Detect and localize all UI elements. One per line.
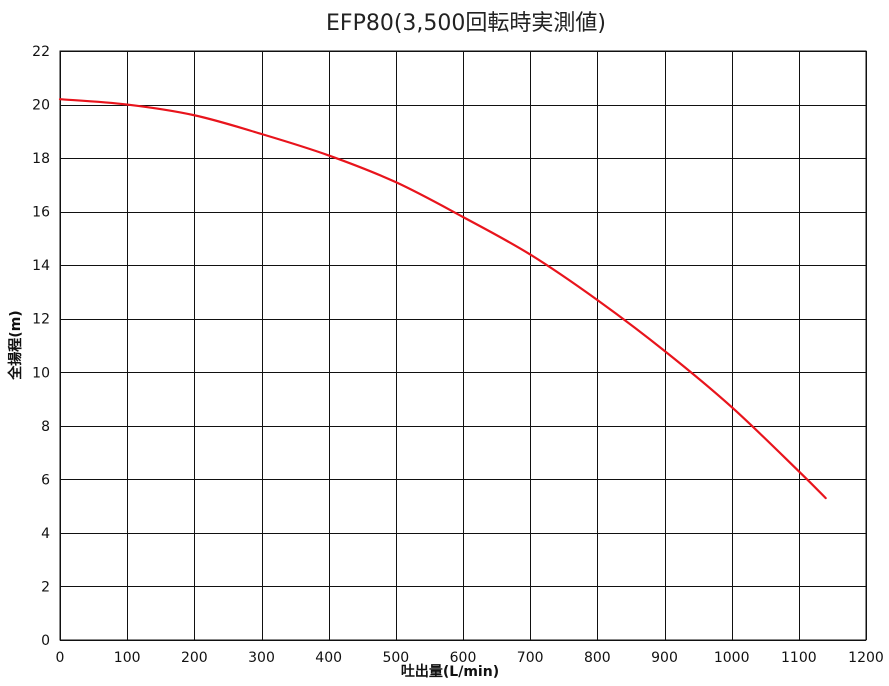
x-tick-label: 900 bbox=[651, 650, 678, 666]
x-axis-label: 吐出量(L/min) bbox=[401, 663, 499, 680]
x-tick-label: 800 bbox=[584, 650, 611, 666]
y-tick-label: 8 bbox=[41, 419, 50, 435]
y-tick-label: 6 bbox=[41, 472, 50, 488]
x-tick-label: 1200 bbox=[848, 650, 884, 666]
x-tick-label: 400 bbox=[315, 650, 342, 666]
y-tick-label: 18 bbox=[32, 151, 50, 167]
y-tick-label: 20 bbox=[32, 98, 50, 114]
y-tick-label: 4 bbox=[41, 526, 50, 542]
plot-frame bbox=[59, 50, 867, 641]
x-tick-label: 200 bbox=[181, 650, 208, 666]
y-tick-label: 0 bbox=[41, 633, 50, 649]
x-tick-label: 700 bbox=[517, 650, 544, 666]
grid bbox=[60, 51, 867, 641]
x-tick-label: 1100 bbox=[781, 650, 817, 666]
x-tick-label: 1000 bbox=[714, 650, 750, 666]
y-tick-label: 14 bbox=[32, 258, 50, 274]
series-line bbox=[58, 98, 827, 500]
y-tick-label: 2 bbox=[41, 579, 50, 595]
x-tick-label: 500 bbox=[382, 650, 409, 666]
series-group bbox=[58, 98, 827, 500]
x-tick-label: 100 bbox=[114, 650, 141, 666]
x-tick-label: 300 bbox=[248, 650, 275, 666]
x-axis-ticks: 0 100 200 300 400 500 600 700 800 900 1000 1100 1200 bbox=[56, 650, 884, 666]
chart-title: EFP80(3,500回転時実測値) bbox=[326, 11, 606, 36]
y-tick-label: 10 bbox=[32, 365, 50, 381]
x-tick-label: 0 bbox=[56, 650, 65, 666]
y-tick-label: 12 bbox=[32, 312, 50, 328]
y-axis-label: 全揚程(m) bbox=[7, 310, 24, 380]
x-tick-label: 600 bbox=[450, 650, 477, 666]
y-axis-ticks: 0 2 4 6 8 10 12 14 16 18 20 22 bbox=[32, 44, 50, 649]
y-tick-label: 16 bbox=[32, 205, 50, 221]
y-tick-label: 22 bbox=[32, 44, 50, 60]
